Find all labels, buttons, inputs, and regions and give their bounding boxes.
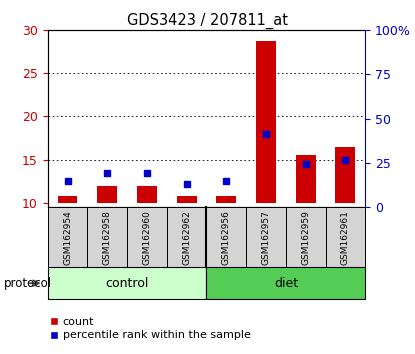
Bar [335,147,355,203]
Bar [167,207,207,267]
Bar [98,185,117,203]
Bar [177,196,197,203]
Bar [137,185,157,203]
Bar [216,196,236,203]
Bar [88,207,127,267]
Text: GSM162959: GSM162959 [301,210,310,265]
Text: GSM162956: GSM162956 [222,210,231,265]
Text: control: control [105,277,149,290]
Bar [207,267,365,299]
Bar [58,196,78,203]
Bar [48,267,207,299]
Text: GSM162957: GSM162957 [261,210,271,265]
Bar [207,207,246,267]
Text: GSM162961: GSM162961 [341,210,350,265]
Bar [296,155,315,203]
Text: GDS3423 / 207811_at: GDS3423 / 207811_at [127,12,288,29]
Bar [48,207,88,267]
Text: diet: diet [274,277,298,290]
Bar [256,41,276,203]
Bar [246,207,286,267]
Text: GSM162958: GSM162958 [103,210,112,265]
Legend: count, percentile rank within the sample: count, percentile rank within the sample [45,313,255,345]
Bar [286,207,325,267]
Bar [127,207,167,267]
Bar [325,207,365,267]
Text: GSM162962: GSM162962 [182,210,191,264]
Text: GSM162960: GSM162960 [142,210,151,265]
Text: protocol: protocol [4,277,52,290]
Text: GSM162954: GSM162954 [63,210,72,264]
